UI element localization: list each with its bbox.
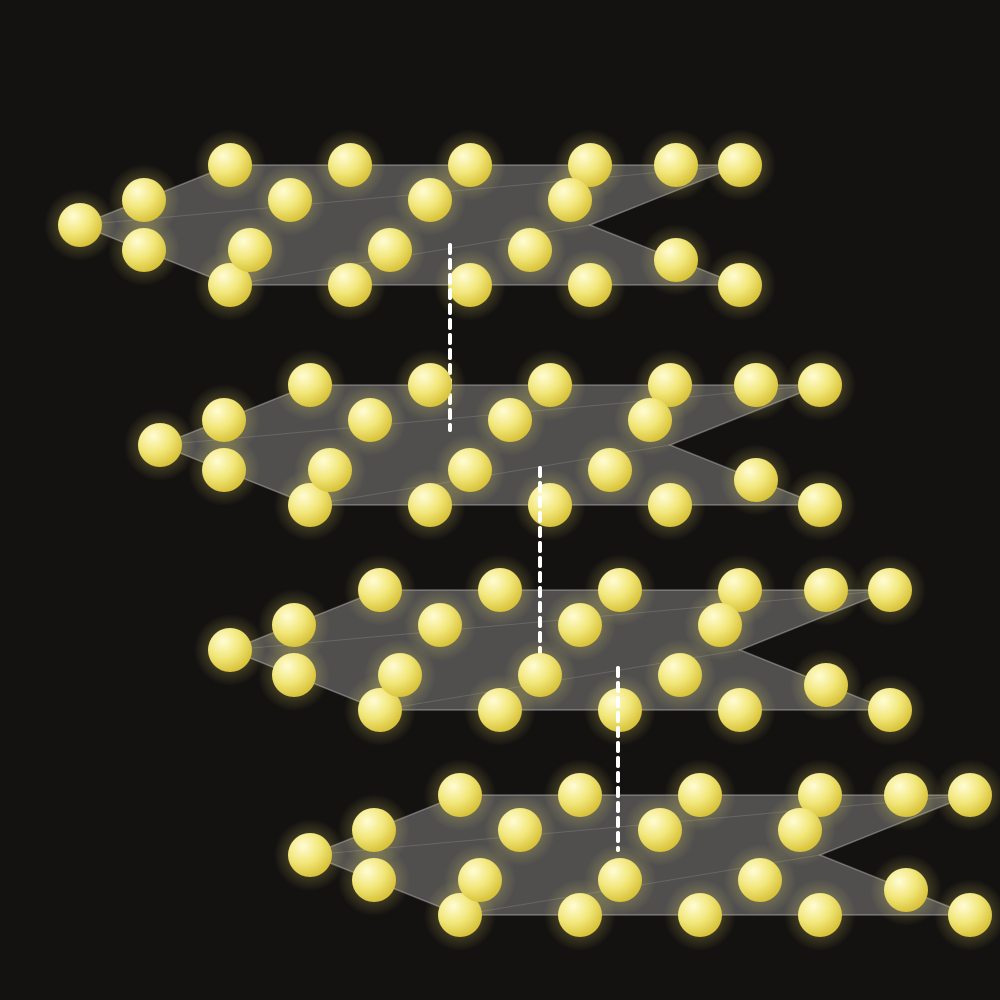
atom — [628, 398, 672, 442]
atom — [458, 858, 502, 902]
atom — [122, 228, 166, 272]
atom — [478, 568, 522, 612]
atom — [488, 398, 532, 442]
atom — [518, 653, 562, 697]
atom — [58, 203, 102, 247]
atom — [654, 143, 698, 187]
atom — [348, 398, 392, 442]
atom — [948, 893, 992, 937]
atom — [528, 483, 572, 527]
atom — [948, 773, 992, 817]
atom — [272, 653, 316, 697]
atom — [368, 228, 412, 272]
atom — [658, 653, 702, 697]
atom — [408, 178, 452, 222]
atom — [598, 858, 642, 902]
atom — [678, 773, 722, 817]
atom — [558, 603, 602, 647]
atom — [654, 238, 698, 282]
atom — [718, 688, 762, 732]
atom — [778, 808, 822, 852]
atom — [734, 363, 778, 407]
atom — [508, 228, 552, 272]
atom — [288, 833, 332, 877]
atom — [678, 893, 722, 937]
atom — [528, 363, 572, 407]
atom — [568, 263, 612, 307]
atom — [272, 603, 316, 647]
atom — [308, 448, 352, 492]
atom — [378, 653, 422, 697]
atom — [884, 868, 928, 912]
atom — [718, 263, 762, 307]
atom — [598, 688, 642, 732]
atom — [448, 448, 492, 492]
graphite-layers-diagram — [0, 0, 1000, 1000]
atom — [208, 143, 252, 187]
atom — [548, 178, 592, 222]
atom — [698, 603, 742, 647]
atom — [138, 423, 182, 467]
atom — [868, 568, 912, 612]
atom — [208, 628, 252, 672]
atom — [328, 263, 372, 307]
atom — [352, 808, 396, 852]
atom — [598, 568, 642, 612]
atom — [122, 178, 166, 222]
atom — [418, 603, 462, 647]
atom — [202, 448, 246, 492]
atom — [288, 363, 332, 407]
atom — [804, 568, 848, 612]
atom — [448, 143, 492, 187]
atom — [738, 858, 782, 902]
atom — [268, 178, 312, 222]
atom — [328, 143, 372, 187]
atom — [798, 363, 842, 407]
atom — [798, 483, 842, 527]
atom — [202, 398, 246, 442]
atom — [558, 773, 602, 817]
atom — [408, 363, 452, 407]
atom — [718, 143, 762, 187]
atom — [868, 688, 912, 732]
atom — [798, 893, 842, 937]
atom — [358, 568, 402, 612]
atom — [734, 458, 778, 502]
atom — [638, 808, 682, 852]
atom — [588, 448, 632, 492]
atom — [478, 688, 522, 732]
atom — [804, 663, 848, 707]
atom — [448, 263, 492, 307]
atom — [558, 893, 602, 937]
atom — [648, 483, 692, 527]
atom — [498, 808, 542, 852]
atom — [408, 483, 452, 527]
atom — [352, 858, 396, 902]
atom — [884, 773, 928, 817]
atom — [438, 773, 482, 817]
atom — [228, 228, 272, 272]
